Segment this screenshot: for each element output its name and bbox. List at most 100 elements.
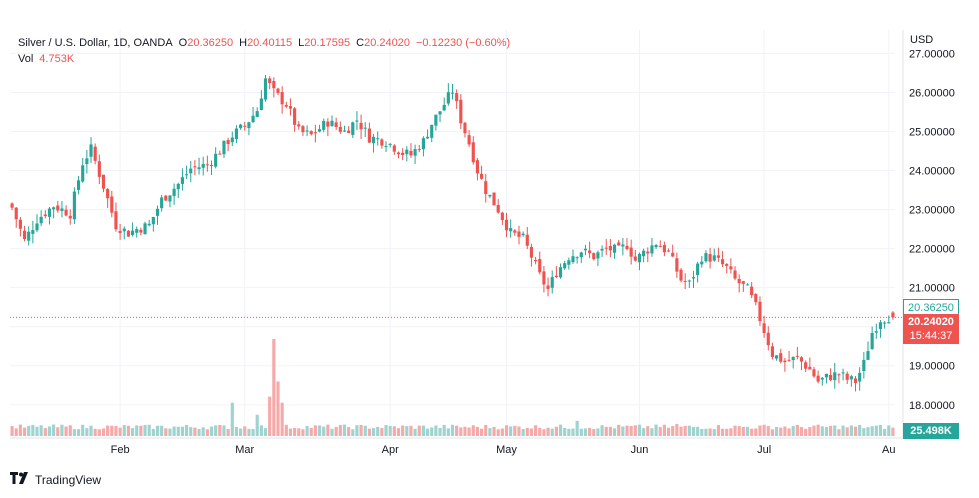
volume-bar: [417, 425, 421, 436]
candle-body: [305, 130, 309, 132]
candle-body: [60, 208, 64, 211]
volume-bar: [135, 425, 139, 436]
volume-bar: [442, 424, 446, 436]
volume-bars: [10, 339, 895, 436]
volume-bar: [779, 427, 783, 436]
candle-body: [513, 230, 517, 233]
volume-bar: [571, 428, 575, 436]
candle-body: [696, 263, 700, 276]
candle-body: [878, 322, 883, 329]
volume-bar: [833, 425, 837, 436]
candle-body: [567, 260, 571, 265]
volume-bar: [122, 425, 126, 436]
candle-body: [554, 275, 558, 278]
volume-bar: [642, 428, 646, 436]
currency-label[interactable]: USD: [910, 34, 934, 46]
volume-bar: [392, 426, 396, 436]
candle-body: [301, 126, 305, 133]
volume-bar: [671, 425, 675, 436]
volume-bar: [733, 425, 737, 436]
candle-body: [201, 163, 205, 168]
candle-body: [367, 128, 371, 143]
candle-body: [820, 377, 824, 380]
volume-bar: [783, 426, 787, 436]
candle-body: [147, 223, 151, 226]
volume-bar: [338, 425, 342, 436]
candle-body: [384, 146, 388, 148]
volume-bar: [68, 425, 72, 436]
volume-bar: [205, 429, 209, 436]
candle-body: [409, 150, 413, 156]
volume-bar: [93, 428, 97, 436]
candlesticks: [10, 75, 895, 392]
candle-body: [338, 126, 342, 132]
volume-bar: [758, 425, 762, 436]
volume-bar: [658, 427, 662, 436]
volume-bar: [563, 427, 567, 436]
candle-body: [89, 144, 93, 157]
tradingview-footer[interactable]: TradingView: [10, 472, 101, 487]
candle-body: [276, 88, 280, 94]
candle-body: [388, 143, 392, 145]
volume-bar: [317, 425, 322, 436]
volume-bar: [355, 425, 359, 436]
volume-bar: [696, 426, 700, 436]
candle-body: [534, 259, 538, 262]
candle-body: [637, 253, 642, 263]
candle-body: [837, 374, 841, 376]
volume-bar: [567, 428, 571, 436]
candle-body: [579, 252, 583, 258]
symbol-title[interactable]: Silver / U.S. Dollar, 1D, OANDA: [18, 37, 173, 49]
volume-bar: [255, 414, 259, 436]
volume-bar: [891, 427, 895, 436]
candle-body: [662, 245, 666, 253]
candle-body: [845, 373, 849, 380]
volume-bar: [106, 425, 110, 436]
volume-bar: [22, 427, 27, 436]
open-value: 20.36250: [187, 37, 234, 49]
volume-bar: [64, 426, 68, 436]
candle-body: [866, 351, 870, 360]
candle-body: [81, 165, 85, 182]
volume-bar: [425, 428, 430, 436]
volume-bar: [795, 424, 799, 436]
candle-body: [118, 230, 122, 233]
candle-body: [612, 244, 617, 253]
candle-body: [517, 231, 521, 237]
volume-bar: [542, 429, 546, 436]
volume-bar: [637, 424, 642, 436]
y-tick-label: 26.00000: [909, 87, 955, 99]
candle-body: [164, 195, 168, 201]
y-tick-label: 24.00000: [909, 166, 955, 178]
candle-body: [783, 360, 787, 363]
volume-bar: [858, 425, 862, 436]
candle-body: [334, 122, 338, 128]
volume-bar: [164, 428, 168, 436]
candle-body: [504, 219, 509, 231]
candle-body: [467, 135, 471, 145]
close-label: C: [356, 37, 365, 49]
volume-bar: [592, 429, 596, 436]
volume-bar: [185, 425, 189, 436]
candle-body: [442, 104, 446, 111]
volume-bar: [218, 424, 222, 436]
candle-body: [405, 149, 409, 155]
candle-body: [737, 278, 741, 284]
candle-body: [155, 208, 160, 216]
candle-body: [130, 230, 135, 236]
candle-body: [197, 167, 201, 170]
volume-bar: [155, 425, 160, 436]
volume-bar: [538, 427, 542, 436]
candle-body: [733, 270, 737, 279]
volume-bar: [409, 425, 413, 436]
time-axis: Feb Mar Apr May Jun Jul Au: [111, 444, 896, 456]
candle-body: [52, 207, 56, 210]
x-tick-label: Jul: [757, 444, 771, 456]
candle-body: [222, 140, 226, 155]
volume-bar: [247, 428, 251, 436]
volume-bar: [475, 426, 480, 436]
volume-bar: [754, 428, 758, 436]
volume-bar: [729, 428, 733, 436]
volume-bar: [160, 425, 164, 436]
